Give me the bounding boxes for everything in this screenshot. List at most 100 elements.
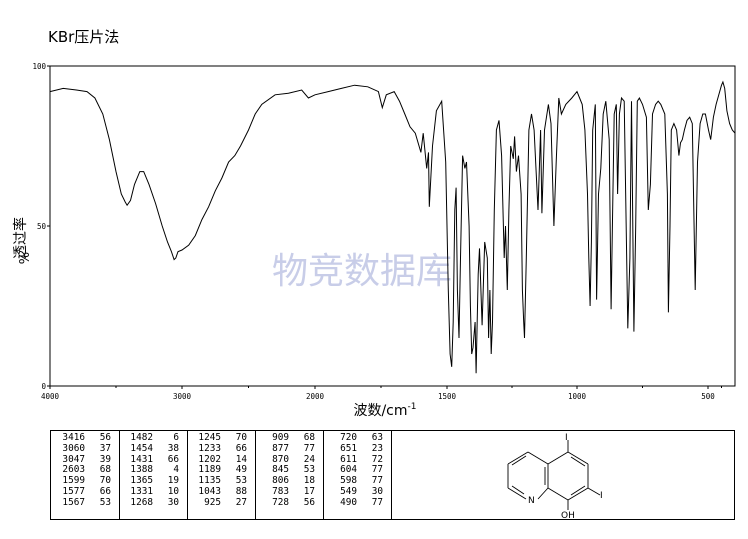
peak-table-row: 1135 53	[191, 475, 247, 487]
peak-table-row: 1365 19	[123, 475, 179, 487]
peak-table-divider	[391, 431, 392, 519]
peak-transmittance: 24	[303, 453, 315, 465]
y-tick-label: 50	[37, 222, 47, 231]
peak-transmittance: 10	[167, 485, 179, 497]
tick-labels: 4000 3000 2000 1500 1000 500 0 50 100	[32, 62, 715, 401]
structure-bonds	[507, 440, 601, 510]
peak-transmittance: 30	[371, 485, 383, 497]
peak-wavenumber: 1388	[130, 464, 153, 476]
y-axis-label: 透过率	[12, 217, 29, 259]
peak-transmittance: 70	[99, 475, 111, 487]
peak-wavenumber: 1202	[198, 453, 221, 465]
peak-table-row: 877 77	[259, 442, 315, 455]
peak-wavenumber: 845	[272, 464, 289, 476]
peak-table-row: 1245 70	[191, 432, 247, 444]
peak-transmittance: 23	[371, 442, 383, 454]
peak-wavenumber: 2603	[62, 464, 85, 476]
peak-wavenumber: 611	[340, 453, 357, 465]
peak-wavenumber: 1567	[62, 496, 85, 508]
peak-transmittance: 77	[371, 464, 383, 476]
peak-table-row: 490 77	[327, 496, 383, 509]
x-tick-label: 4000	[41, 392, 60, 401]
peak-transmittance: 17	[303, 485, 315, 497]
x-tick-label: 1000	[568, 392, 587, 401]
peak-wavenumber: 1431	[130, 453, 153, 465]
peak-transmittance: 66	[99, 485, 111, 497]
peak-wavenumber: 806	[272, 475, 289, 487]
peak-transmittance: 77	[371, 496, 383, 508]
peak-table-row: 651 23	[327, 442, 383, 455]
y-axis-unit: %	[18, 252, 33, 264]
peak-table-divider	[119, 431, 120, 519]
peak-wavenumber: 3060	[62, 442, 85, 454]
peak-transmittance: 37	[99, 442, 111, 454]
peak-transmittance: 18	[303, 475, 315, 487]
peak-table-row: 3060 37	[55, 442, 111, 455]
peak-transmittance: 53	[235, 475, 247, 487]
peak-wavenumber: 728	[272, 496, 289, 508]
peak-wavenumber: 1599	[62, 475, 85, 487]
peak-transmittance: 88	[235, 485, 247, 497]
watermark: 物竞数据库	[272, 251, 452, 292]
peak-table-row: 549 30	[327, 485, 383, 498]
peak-transmittance: 66	[167, 453, 179, 465]
peak-table-row: 3416 56	[55, 432, 111, 444]
hydroxyl-label: OH	[561, 511, 575, 521]
chart-title: KBr压片法	[48, 28, 120, 46]
peak-transmittance: 56	[99, 432, 111, 443]
nitrogen-label: N	[528, 496, 535, 506]
peak-table-row: 598 77	[327, 475, 383, 487]
peak-table-row: 1202 14	[191, 453, 247, 466]
peak-wavenumber: 1365	[130, 475, 153, 487]
peak-table-row: 925 27	[191, 496, 247, 509]
peak-table-row: 3047 39	[55, 453, 111, 466]
peak-table-row: 1233 66	[191, 442, 247, 455]
peak-table-divider	[187, 431, 188, 519]
peak-wavenumber: 651	[340, 442, 357, 454]
x-tick-label: 2000	[306, 392, 325, 401]
peak-table-row: 1388 4	[123, 465, 179, 476]
y-tick-label: 100	[32, 62, 46, 71]
peak-wavenumber: 490	[340, 496, 357, 508]
peak-table-column: 3416 56 3060 37 3047 39 2603 68 1599 70 1577 66 1567…	[55, 432, 111, 519]
peak-wavenumber: 3416	[62, 432, 85, 443]
peak-transmittance: 68	[99, 464, 111, 476]
x-axis-label: 波数/cm-1	[353, 402, 416, 419]
peak-table-row: 1431 66	[123, 453, 179, 466]
peak-transmittance: 30	[167, 496, 179, 508]
peak-table-column: 720 63 651 23 611 72 604 77 598 77 549 30 490 77	[327, 432, 383, 519]
peak-table-row: 604 77	[327, 465, 383, 476]
peak-table-row: 1268 30	[123, 496, 179, 509]
peak-transmittance: 27	[235, 496, 247, 508]
peak-wavenumber: 1577	[62, 485, 85, 497]
peak-wavenumber: 925	[204, 496, 221, 508]
y-tick-label: 0	[41, 382, 46, 391]
peak-table-divider	[255, 431, 256, 519]
x-tick-label: 1500	[438, 392, 457, 401]
peak-wavenumber: 1331	[130, 485, 153, 497]
peak-table-row: 1043 88	[191, 485, 247, 498]
peak-table-row: 1599 70	[55, 475, 111, 487]
x-tick-label: 500	[701, 392, 715, 401]
peak-transmittance: 63	[371, 432, 383, 443]
peak-table-column: 909 68 877 77 870 24 845 53 806 18 783 17 728 56	[259, 432, 315, 519]
peak-table-row: 611 72	[327, 453, 383, 466]
peak-transmittance: 77	[371, 475, 383, 487]
peak-table-row: 1567 53	[55, 496, 111, 509]
iodine-top-label: I	[565, 433, 568, 443]
peak-wavenumber: 1454	[130, 442, 153, 454]
peak-table-row: 720 63	[327, 432, 383, 444]
peak-transmittance: 38	[167, 442, 179, 454]
peak-transmittance: 53	[99, 496, 111, 508]
peak-transmittance: 66	[235, 442, 247, 454]
peak-transmittance: 49	[235, 464, 247, 476]
peak-wavenumber: 1135	[198, 475, 221, 487]
peak-wavenumber: 549	[340, 485, 357, 497]
peak-table-row: 728 56	[259, 496, 315, 509]
peak-wavenumber: 598	[340, 475, 357, 487]
peak-transmittance: 39	[99, 453, 111, 465]
iodine-right-label: I	[600, 491, 603, 501]
peak-wavenumber: 877	[272, 442, 289, 454]
peak-transmittance: 19	[167, 475, 179, 487]
